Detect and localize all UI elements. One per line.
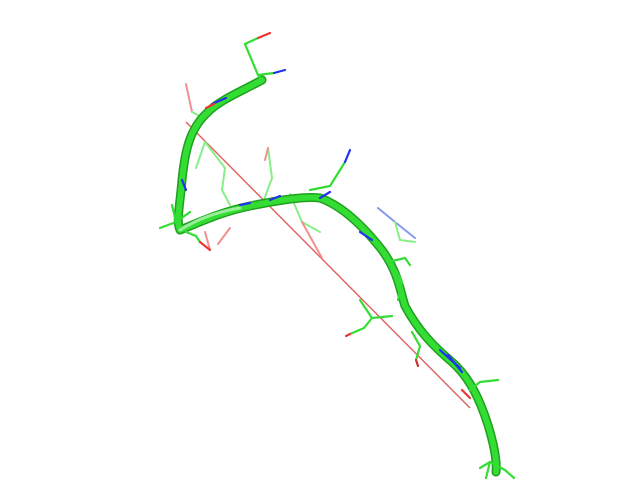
foreground-side-chains xyxy=(158,31,516,480)
background-side-chains xyxy=(185,83,416,259)
helix-axis-line xyxy=(185,121,471,409)
